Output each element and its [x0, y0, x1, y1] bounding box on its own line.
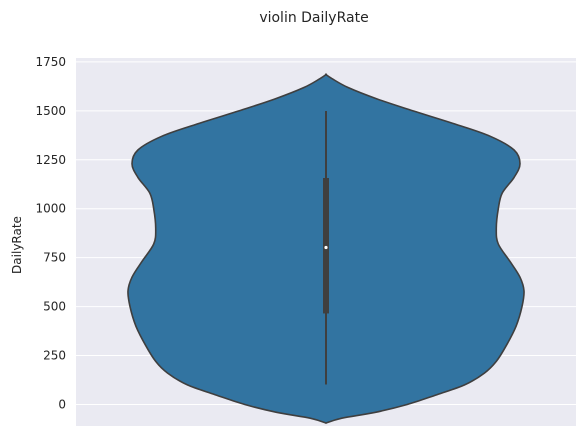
y-tick-label: 1500 — [35, 104, 66, 118]
iqr-box — [323, 177, 329, 314]
chart-title: violin DailyRate — [259, 10, 368, 26]
y-tick-label: 500 — [43, 300, 66, 314]
y-tick-label: 750 — [43, 251, 66, 265]
y-tick-label: 1750 — [35, 55, 66, 69]
median-marker — [324, 245, 328, 250]
y-tick-label: 250 — [43, 349, 66, 363]
y-tick-label: 1250 — [35, 153, 66, 167]
y-tick-label: 0 — [58, 397, 66, 411]
y-tick-label: 1000 — [35, 202, 66, 216]
y-axis-label: DailyRate — [10, 216, 24, 274]
y-tick-labels: 0 250 500 750 1000 1250 1500 1750 — [35, 55, 66, 412]
